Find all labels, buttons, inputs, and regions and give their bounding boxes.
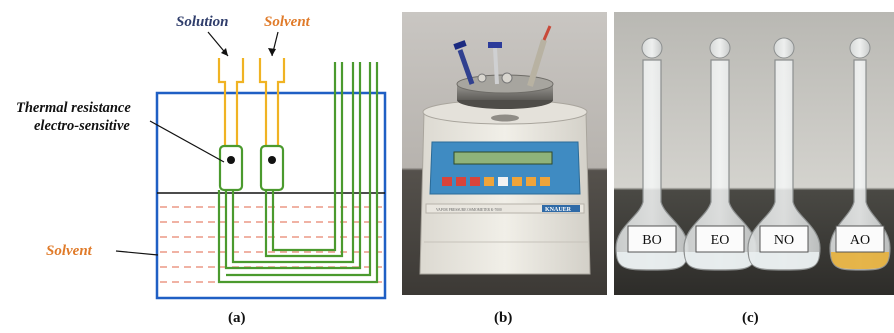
bath-leader-line <box>115 250 159 256</box>
flask-liquid <box>617 252 687 269</box>
sensor-label-line2: electro-sensitive <box>34 118 130 134</box>
sensor-dot-solution <box>227 156 235 164</box>
sensor-label-line1: Thermal resistance <box>16 100 131 116</box>
flask-label-card <box>835 225 885 253</box>
flask-stopper <box>773 37 795 59</box>
solution-label: Solution <box>176 14 229 30</box>
flask-ao: AO <box>829 37 891 271</box>
solution-tube-left <box>217 58 227 146</box>
flask-eo: EO <box>683 37 757 271</box>
solution-arrowhead <box>221 48 228 56</box>
control-panel <box>429 141 581 195</box>
flask-label-text: BO <box>642 233 661 248</box>
solvent-top-label: Solvent <box>264 14 311 30</box>
flask-bo: BO <box>615 37 689 271</box>
wire-return-far <box>217 62 379 284</box>
sensor-bulb-solution <box>218 144 244 192</box>
solvent-arrowhead <box>268 48 276 56</box>
schematic-panel: Solution Solvent Thermal resistance elec… <box>0 0 400 305</box>
sensor-wires <box>217 62 379 284</box>
flask-no: NO <box>747 37 821 271</box>
solvent-bath-lines <box>160 206 382 283</box>
flask-label-text: AO <box>850 233 870 248</box>
solvent-bath-label: Solvent <box>46 243 93 259</box>
caption-c: (c) <box>742 310 759 326</box>
flask-body <box>747 59 821 271</box>
osmometer-illustration: VAPOR PRESSURE OSMOMETER K-7000 KNAUER <box>402 12 607 295</box>
flask-label-card <box>627 225 677 253</box>
wire-left-inner <box>224 62 362 270</box>
caption-a: (a) <box>228 310 246 326</box>
flask-body <box>683 59 757 271</box>
solvent-tube-left <box>258 58 268 146</box>
flask-stopper <box>849 37 871 59</box>
sensor-leader-line <box>149 120 225 163</box>
flask-label-text: EO <box>711 233 730 248</box>
flasks-illustration: BO EO NO AO <box>614 12 894 295</box>
solvent-tube-right <box>276 58 286 146</box>
device-photo-panel: VAPOR PRESSURE OSMOMETER K-7000 KNAUER <box>402 12 607 295</box>
schematic-diagram: Solution Solvent Thermal resistance elec… <box>16 14 387 300</box>
wire-left-outer <box>231 62 355 264</box>
flasks-photo-panel: BO EO NO AO <box>614 12 894 295</box>
solution-tube-right <box>235 58 245 146</box>
flask-stopper <box>709 37 731 59</box>
sensor-dot-solvent <box>268 156 276 164</box>
flask-liquid <box>749 252 819 269</box>
container-box <box>155 91 387 300</box>
device-model-text: VAPOR PRESSURE OSMOMETER K-7000 <box>436 208 502 212</box>
flask-body <box>615 59 689 271</box>
sensor-bulb-solvent <box>259 144 285 192</box>
volumetric-flasks: BO EO NO AO <box>615 37 891 271</box>
flask-label-text: NO <box>774 233 794 248</box>
drain-ring <box>491 114 519 122</box>
device-brand: KNAUER <box>545 207 572 213</box>
label-strip <box>425 203 585 214</box>
wire-right-inner <box>264 62 344 258</box>
flask-liquid <box>685 252 755 269</box>
injection-tubes <box>217 58 286 146</box>
flask-label-card <box>759 225 809 253</box>
lcd-display <box>453 151 553 165</box>
wire-right-outer <box>271 62 337 252</box>
flask-label-card <box>695 225 745 253</box>
syringes <box>453 25 552 87</box>
flask-stopper <box>641 37 663 59</box>
keypad <box>442 177 550 186</box>
wire-return-outer <box>226 62 372 277</box>
flask-liquid <box>831 252 889 269</box>
caption-b: (b) <box>494 310 513 326</box>
